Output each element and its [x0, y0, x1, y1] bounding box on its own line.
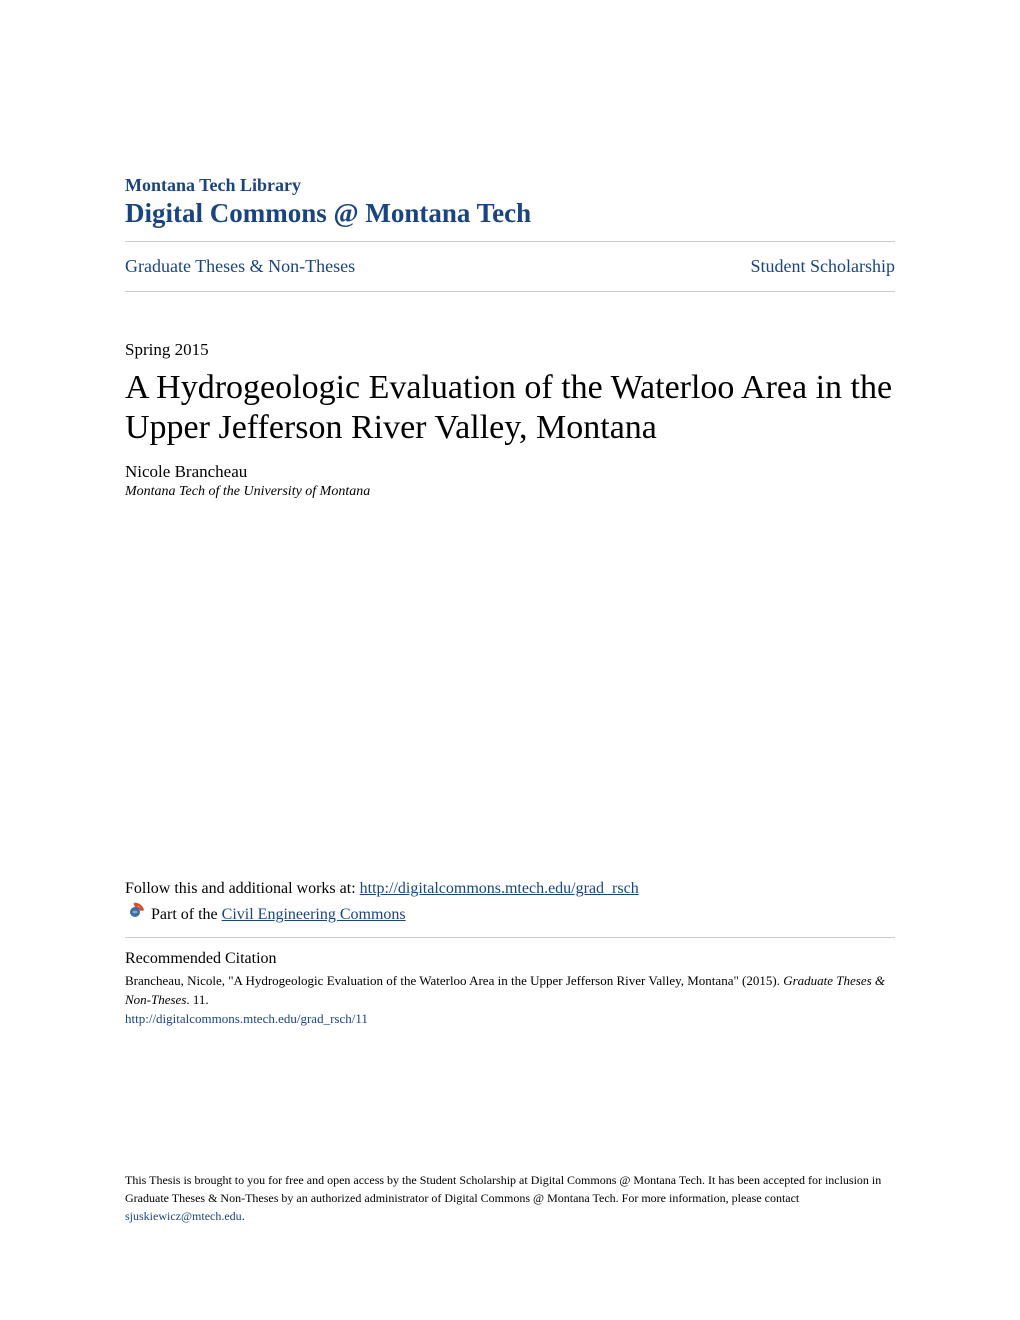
part-of-line: Part of the Civil Engineering Commons: [125, 902, 895, 927]
divider-bottom: [125, 291, 895, 292]
nav-scholarship-link[interactable]: Student Scholarship: [751, 256, 896, 277]
contact-email-link[interactable]: sjuskiewicz@mtech.edu: [125, 1209, 242, 1223]
commons-link[interactable]: Civil Engineering Commons: [222, 906, 406, 923]
citation-text: Brancheau, Nicole, "A Hydrogeologic Eval…: [125, 972, 895, 1010]
citation-heading: Recommended Citation: [125, 950, 895, 968]
publication-date: Spring 2015: [125, 340, 895, 360]
footer-text: This Thesis is brought to you for free a…: [125, 1171, 895, 1225]
follow-line: Follow this and additional works at: htt…: [125, 880, 895, 898]
follow-section: Follow this and additional works at: htt…: [125, 880, 895, 927]
footer-suffix: .: [242, 1209, 245, 1223]
repository-name[interactable]: Digital Commons @ Montana Tech: [125, 198, 895, 229]
citation-part-1: Brancheau, Nicole, "A Hydrogeologic Eval…: [125, 973, 783, 988]
author-affiliation: Montana Tech of the University of Montan…: [125, 484, 895, 500]
follow-url-link[interactable]: http://digitalcommons.mtech.edu/grad_rsc…: [360, 880, 639, 897]
institution-name[interactable]: Montana Tech Library: [125, 175, 895, 196]
network-icon[interactable]: [125, 902, 145, 927]
citation-url-link[interactable]: http://digitalcommons.mtech.edu/grad_rsc…: [125, 1011, 368, 1026]
nav-collection-link[interactable]: Graduate Theses & Non-Theses: [125, 256, 355, 277]
author-name: Nicole Brancheau: [125, 462, 895, 482]
divider-citation: [125, 937, 895, 938]
footer-body: This Thesis is brought to you for free a…: [125, 1173, 881, 1205]
paper-title: A Hydrogeologic Evaluation of the Waterl…: [125, 368, 895, 448]
nav-row: Graduate Theses & Non-Theses Student Sch…: [125, 242, 895, 291]
citation-section: Recommended Citation Brancheau, Nicole, …: [125, 950, 895, 1028]
citation-part-2: . 11.: [186, 992, 208, 1007]
follow-prefix: Follow this and additional works at:: [125, 880, 360, 897]
part-prefix: Part of the: [151, 906, 222, 923]
